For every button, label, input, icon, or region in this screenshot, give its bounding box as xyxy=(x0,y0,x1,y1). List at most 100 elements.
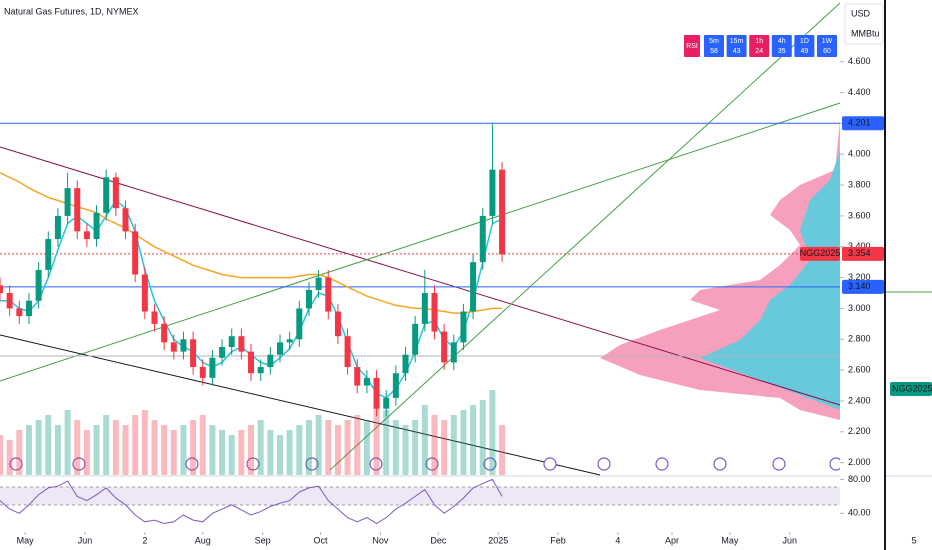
x-tick-label: Feb xyxy=(550,535,566,545)
candle-body xyxy=(257,367,264,374)
interval-bg[interactable] xyxy=(704,35,724,57)
volume-bar xyxy=(209,425,216,475)
interval-rsi[interactable]: 43 xyxy=(733,48,741,55)
candle-body xyxy=(296,308,303,340)
candle-body xyxy=(431,293,438,332)
y-tick-label: 2.000 xyxy=(848,457,871,467)
indicator-button[interactable]: RSI xyxy=(684,35,700,57)
price-label-box xyxy=(842,279,884,294)
candle-body xyxy=(238,336,245,352)
x-tick-label: Nov xyxy=(372,535,389,545)
interval-bg[interactable] xyxy=(726,35,747,57)
volume-bar xyxy=(499,425,506,475)
candle-body xyxy=(412,323,419,355)
interval-tf[interactable]: 1D xyxy=(800,38,809,45)
x-tick-label: Dec xyxy=(430,535,447,545)
y-tick-label: 2.200 xyxy=(848,426,871,436)
event-icon xyxy=(369,457,383,471)
volume-bar xyxy=(334,425,341,475)
interval-rsi[interactable]: 60 xyxy=(823,48,831,55)
candle-body xyxy=(383,397,390,409)
interval-tf[interactable]: 4h xyxy=(778,38,786,45)
y-tick-label: 3.400 xyxy=(848,241,871,251)
unit-box[interactable] xyxy=(844,3,884,45)
interval-rsi[interactable]: 49 xyxy=(801,48,809,55)
candle-body xyxy=(344,336,351,368)
unit[interactable]: MMBtu xyxy=(851,28,880,38)
volume-bar xyxy=(305,420,312,475)
volume-bar xyxy=(392,420,399,475)
volume-bar xyxy=(450,415,457,475)
volume-bar xyxy=(74,420,81,475)
interval-bg[interactable] xyxy=(817,35,837,57)
rsi-line xyxy=(0,478,503,525)
interval-tf[interactable]: 5m xyxy=(709,38,719,45)
candle-body xyxy=(83,231,90,240)
interval-bg[interactable] xyxy=(749,35,770,57)
volume-bar xyxy=(35,420,42,475)
volume-bar xyxy=(479,400,486,475)
price-label: 3.140 xyxy=(848,281,871,291)
candle-body xyxy=(35,269,42,301)
candle-body xyxy=(16,308,23,317)
x-tick-label: May xyxy=(17,535,35,545)
price-axis xyxy=(840,0,885,550)
candle-body xyxy=(441,331,448,363)
interval-tf[interactable]: 15m xyxy=(730,38,744,45)
candle-body xyxy=(45,239,52,270)
rsi-tick-label: 40.00 xyxy=(848,508,871,518)
x-tick-label: Oct xyxy=(314,535,329,545)
interval-rsi[interactable]: 35 xyxy=(778,48,786,55)
candle-body xyxy=(354,367,361,386)
event-icon xyxy=(713,457,727,471)
side-tag: NGG2025 xyxy=(892,383,932,393)
interval-bg[interactable] xyxy=(794,35,815,57)
event-icon xyxy=(483,457,497,471)
candle-body xyxy=(190,339,197,368)
volume-bar xyxy=(363,420,370,475)
volume-bar xyxy=(180,425,187,475)
x-tick-label: May xyxy=(721,535,739,545)
interval-tf[interactable]: 1h xyxy=(755,38,763,45)
event-icons xyxy=(9,457,843,471)
candle-body xyxy=(334,311,341,337)
volume-bar xyxy=(354,415,361,475)
volume-bar xyxy=(315,415,322,475)
indicator-label[interactable]: RSI xyxy=(686,43,698,50)
candle-body xyxy=(392,373,399,398)
interval-rsi[interactable]: 24 xyxy=(755,48,763,55)
candle-body xyxy=(421,293,428,324)
y-tick-label: 3.200 xyxy=(848,272,871,282)
interval-tf[interactable]: 1W xyxy=(822,38,833,45)
event-icon xyxy=(772,457,786,471)
candle-body xyxy=(132,231,139,275)
candle-body xyxy=(325,277,332,312)
volume-bar xyxy=(141,410,148,475)
volume-bar xyxy=(122,425,129,475)
candle-body xyxy=(54,215,61,240)
event-icon xyxy=(72,457,86,471)
event-icon xyxy=(425,457,439,471)
volume-bar xyxy=(267,430,274,475)
interval-bg[interactable] xyxy=(771,35,792,57)
currency[interactable]: USD xyxy=(851,8,871,18)
candle-body xyxy=(103,177,110,213)
x-tick-label: Sep xyxy=(255,535,271,545)
candle-body xyxy=(199,367,206,378)
candle-body xyxy=(6,293,13,309)
interval-rsi[interactable]: 58 xyxy=(710,48,718,55)
volume-bar xyxy=(64,410,71,475)
volume-bar xyxy=(402,425,409,475)
volume-bar xyxy=(16,430,23,475)
volume-bar xyxy=(489,390,496,475)
candle-body xyxy=(267,354,274,368)
candle-body xyxy=(363,377,370,386)
price-label-box xyxy=(842,246,884,261)
candle-body xyxy=(286,339,293,343)
